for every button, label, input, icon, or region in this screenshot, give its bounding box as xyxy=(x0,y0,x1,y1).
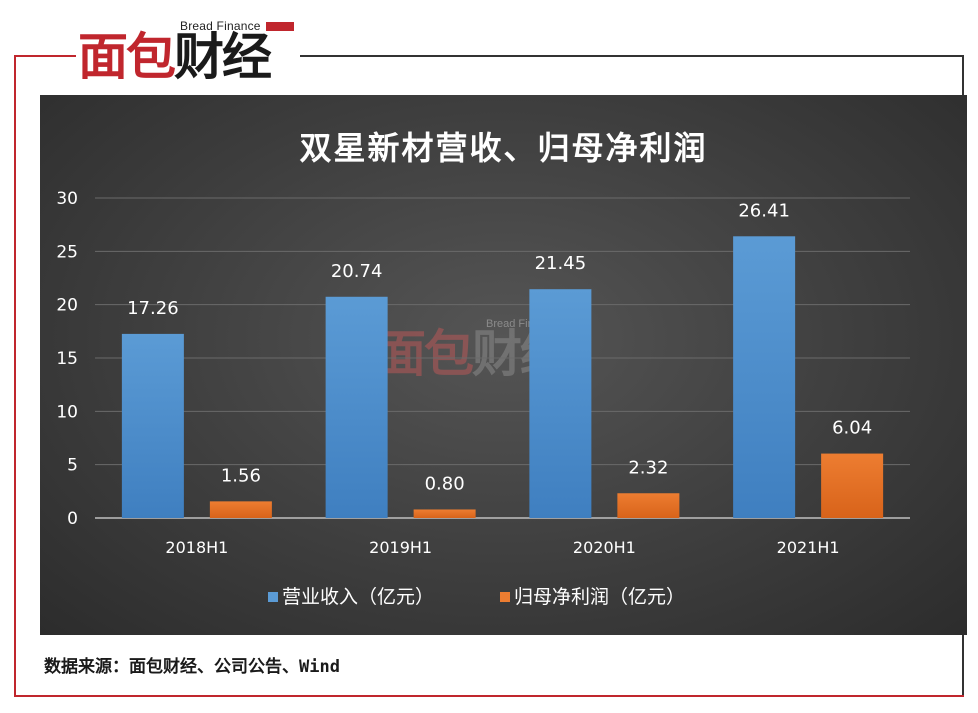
y-tick-label: 5 xyxy=(67,456,78,476)
brand-english-name: Bread Finance xyxy=(180,19,261,33)
brand-accent-bar xyxy=(266,22,294,31)
y-tick-label: 15 xyxy=(56,349,78,369)
bars xyxy=(121,236,884,518)
revenue-data-label: 26.41 xyxy=(738,200,790,221)
y-tick-label: 25 xyxy=(56,242,78,262)
revenue-data-label: 20.74 xyxy=(331,261,383,282)
frame-line xyxy=(300,55,964,57)
y-tick-label: 20 xyxy=(56,296,78,316)
x-category-label: 2021H1 xyxy=(777,538,840,557)
y-tick-label: 0 xyxy=(67,509,78,529)
profit-data-label: 1.56 xyxy=(221,465,261,486)
legend-label-profit: 归母净利润（亿元） xyxy=(514,586,685,608)
bar-chart: 0 5 10 15 20 25 30 17.26 1.56 20.74 0.80 21.45 2.32… xyxy=(56,189,910,608)
brand-cn-red: 面包 xyxy=(78,28,176,86)
source-note: 数据来源：面包财经、公司公告、Wind xyxy=(44,657,340,677)
profit-data-label: 0.80 xyxy=(425,473,465,494)
frame-line xyxy=(14,55,76,57)
revenue-bar xyxy=(121,333,184,518)
legend: 营业收入（亿元） 归母净利润（亿元） xyxy=(268,586,685,608)
legend-swatch-profit xyxy=(500,592,510,602)
frame-line xyxy=(14,55,16,697)
revenue-bar xyxy=(733,236,796,518)
chart-title: 双星新材营收、归母净利润 xyxy=(299,129,708,167)
x-category-label: 2019H1 xyxy=(369,538,432,557)
profit-bar xyxy=(617,493,680,518)
legend-swatch-revenue xyxy=(268,592,278,602)
legend-label-revenue: 营业收入（亿元） xyxy=(282,586,434,608)
x-category-label: 2020H1 xyxy=(573,538,636,557)
watermark-cn-red: 面包 xyxy=(376,325,474,383)
y-axis-labels: 0 5 10 15 20 25 30 xyxy=(56,189,78,529)
data-labels: 17.26 1.56 20.74 0.80 21.45 2.32 26.41 6.04 xyxy=(127,200,872,494)
revenue-data-label: 17.26 xyxy=(127,298,179,319)
y-tick-label: 30 xyxy=(56,189,78,209)
brand-cn-dark: 财经 xyxy=(174,28,272,86)
profit-bar xyxy=(413,509,476,518)
profit-data-label: 6.04 xyxy=(832,418,872,439)
profit-bar xyxy=(821,453,884,518)
x-axis-labels: 2018H1 2019H1 2020H1 2021H1 xyxy=(165,538,839,557)
revenue-data-label: 21.45 xyxy=(535,253,587,274)
chart-panel: 双星新材营收、归母净利润 Bread Finance 面包财经 0 5 10 15 20… xyxy=(40,95,967,635)
x-category-label: 2018H1 xyxy=(165,538,228,557)
y-tick-label: 10 xyxy=(56,402,78,422)
brand-chinese-name: 面包财经 xyxy=(78,28,272,86)
brand-logo: Bread Finance 面包财经 xyxy=(78,14,298,86)
profit-data-label: 2.32 xyxy=(628,457,668,478)
revenue-bar xyxy=(529,289,592,518)
frame-line xyxy=(14,695,964,697)
profit-bar xyxy=(209,501,272,518)
revenue-bar xyxy=(325,296,388,518)
